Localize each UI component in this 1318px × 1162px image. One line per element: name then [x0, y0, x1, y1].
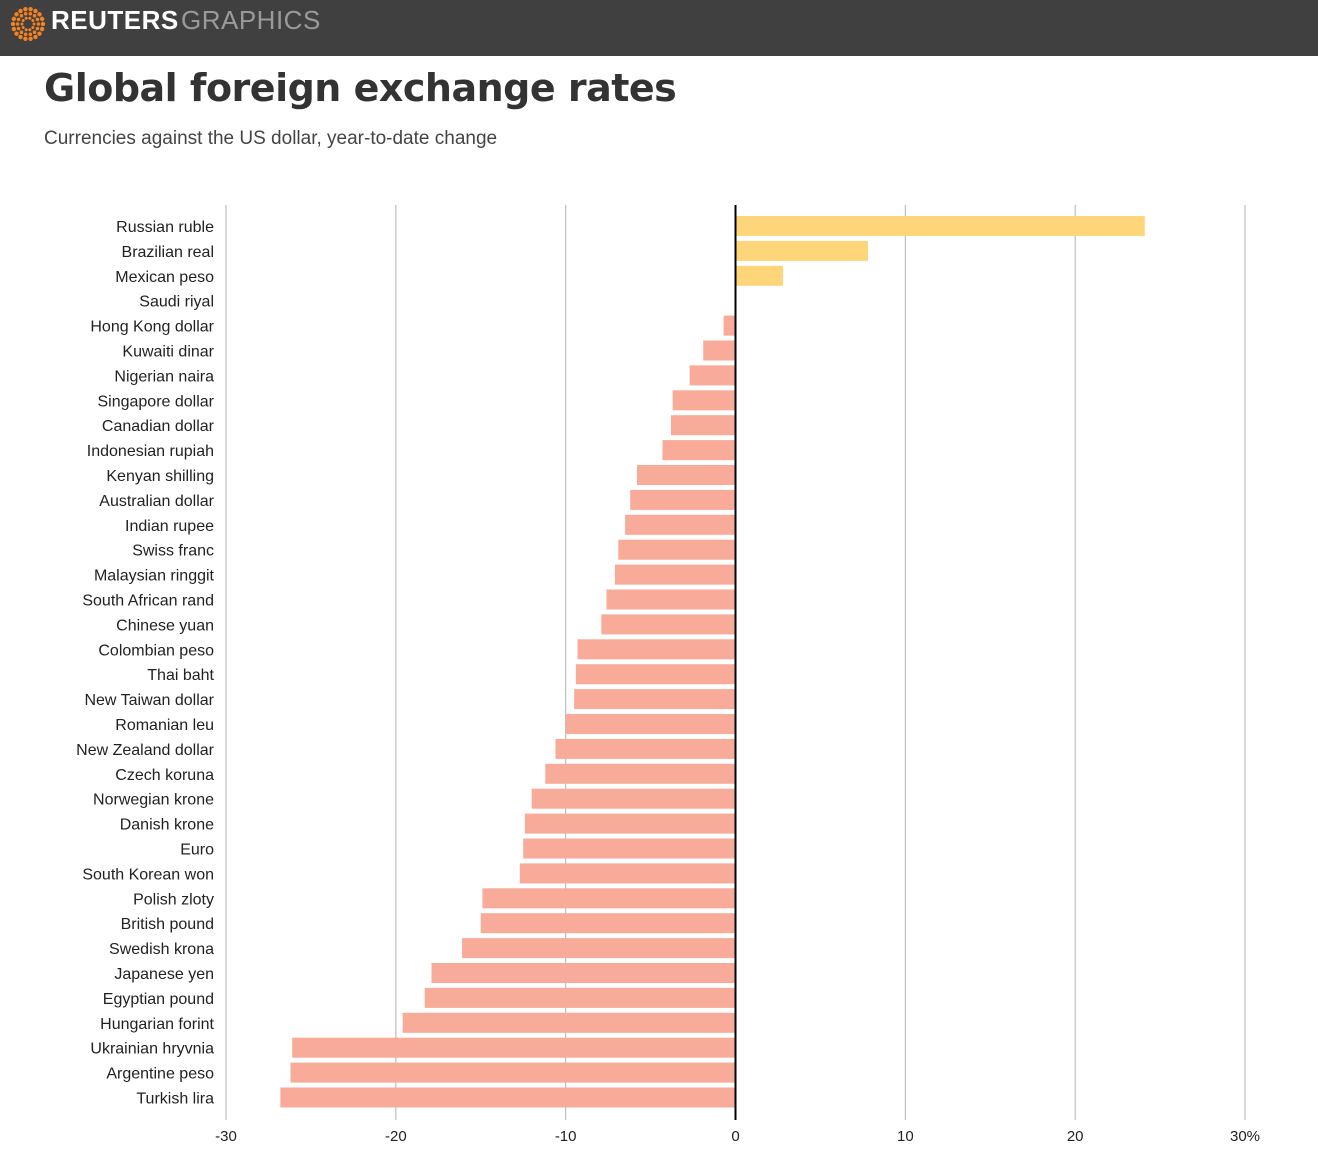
bar: [565, 714, 736, 734]
bar: [575, 664, 736, 685]
brand-name: REUTERS: [51, 5, 179, 35]
bar: [636, 465, 736, 485]
bar: [670, 415, 736, 436]
x-tick-label: 10: [897, 1128, 914, 1145]
category-label: Swedish krona: [109, 941, 214, 958]
chart-title: Global foreign exchange rates: [44, 66, 677, 110]
bar: [431, 963, 736, 983]
category-label: Colombian peso: [98, 642, 214, 659]
bar: [735, 216, 1145, 236]
category-label: Danish krone: [120, 817, 214, 834]
bar: [292, 1037, 736, 1058]
bar: [280, 1087, 736, 1108]
category-label: Argentine peso: [106, 1066, 214, 1083]
bar: [519, 863, 736, 884]
bar: [662, 440, 736, 461]
category-label: Polish zloty: [133, 891, 214, 908]
category-label: Canadian dollar: [102, 418, 215, 435]
category-label: Russian ruble: [116, 219, 214, 236]
category-label: South African rand: [82, 593, 214, 610]
category-label: Romanian leu: [115, 717, 214, 734]
top-bar: REUTERS GRAPHICS: [0, 0, 1318, 56]
bar: [523, 838, 736, 859]
category-label: British pound: [121, 916, 214, 933]
category-label: Singapore dollar: [97, 393, 214, 410]
category-label: Chinese yuan: [116, 617, 214, 634]
bar: [555, 738, 736, 759]
bar: [577, 639, 736, 660]
category-label: Norwegian krone: [93, 792, 214, 809]
bar: [723, 315, 736, 336]
bar: [531, 788, 736, 809]
x-tick-label: 30%: [1230, 1128, 1260, 1145]
bar: [462, 938, 736, 959]
category-label: Euro: [180, 842, 214, 859]
category-label: Nigerian naira: [114, 368, 214, 385]
category-label: Turkish lira: [136, 1091, 214, 1108]
category-label: Saudi riyal: [139, 294, 214, 311]
bar: [606, 589, 736, 610]
category-label: Swiss franc: [132, 543, 214, 560]
bar: [424, 987, 736, 1008]
bar: [689, 365, 736, 386]
x-tick-label: -20: [385, 1128, 407, 1145]
category-label: Malaysian ringgit: [94, 568, 215, 585]
bar: [480, 913, 736, 934]
category-label: Japanese yen: [114, 966, 214, 983]
reuters-logo-icon: [10, 7, 46, 41]
x-tick-label: 0: [731, 1128, 739, 1145]
category-label: South Korean won: [82, 866, 214, 883]
bar: [625, 514, 736, 535]
category-label: Indian rupee: [125, 518, 214, 535]
x-tick-label: -10: [555, 1128, 577, 1145]
category-label: Ukrainian hryvnia: [90, 1041, 214, 1058]
bar: [545, 763, 736, 784]
category-label: Egyptian pound: [103, 991, 214, 1008]
category-label: Australian dollar: [99, 493, 214, 510]
bar: [735, 265, 784, 286]
bar: [524, 813, 736, 834]
category-label: Czech koruna: [115, 767, 214, 784]
category-label: Mexican peso: [115, 269, 214, 286]
bar: [601, 614, 736, 635]
category-label: Kenyan shilling: [106, 468, 214, 485]
bar: [672, 390, 736, 411]
bar: [482, 888, 736, 909]
bar: [630, 489, 736, 510]
category-label: New Zealand dollar: [76, 742, 215, 759]
bar: [735, 240, 868, 261]
category-label: Brazilian real: [122, 244, 214, 261]
category-label: Thai baht: [147, 667, 214, 684]
chart-subtitle: Currencies against the US dollar, year-t…: [44, 128, 498, 149]
brand-section: GRAPHICS: [181, 5, 321, 35]
bar: [402, 1012, 736, 1033]
x-tick-label: 20: [1067, 1128, 1084, 1145]
category-label: Kuwaiti dinar: [122, 344, 214, 361]
category-label: Hong Kong dollar: [90, 319, 214, 336]
category-label: New Taiwan dollar: [84, 692, 214, 709]
bar: [614, 564, 736, 585]
bar: [703, 340, 736, 361]
bar: [618, 539, 736, 560]
bar: [290, 1062, 736, 1083]
category-label: Indonesian rupiah: [87, 443, 214, 460]
bar: [574, 689, 736, 710]
category-label: Hungarian forint: [100, 1016, 214, 1033]
x-tick-label: -30: [215, 1128, 237, 1145]
